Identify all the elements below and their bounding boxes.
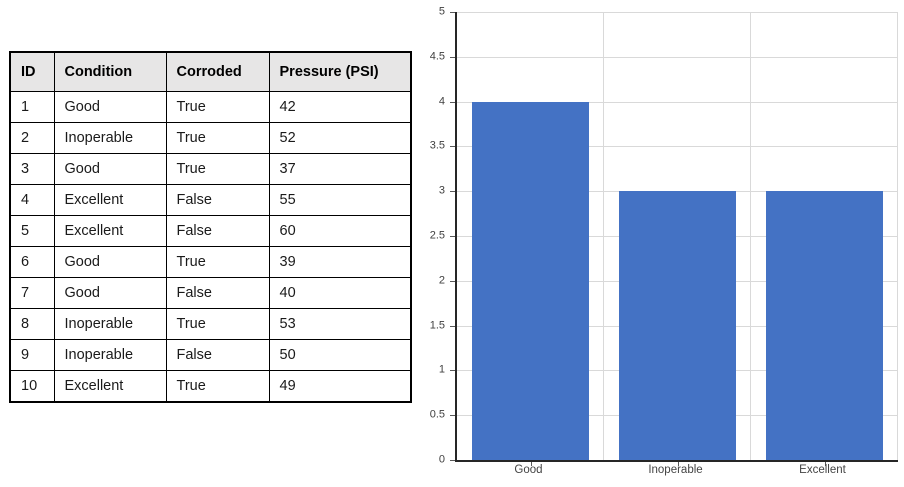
table-cell: False xyxy=(165,184,270,216)
table-cell: 37 xyxy=(268,153,412,185)
table-cell: True xyxy=(165,308,270,340)
table-row: 10 Excellent True 49 xyxy=(9,370,412,403)
table-cell: True xyxy=(165,91,270,123)
table-cell: True xyxy=(165,153,270,185)
table-cell: Inoperable xyxy=(53,308,167,340)
column-header: Pressure (PSI) xyxy=(268,51,412,92)
y-axis-label: 2 xyxy=(438,274,445,287)
table-cell: Inoperable xyxy=(53,339,167,371)
table-cell: 10 xyxy=(9,370,55,403)
table-cell: 49 xyxy=(268,370,412,403)
v-gridline xyxy=(750,12,751,460)
table-cell: False xyxy=(165,215,270,247)
x-tick xyxy=(824,462,826,466)
column-header: ID xyxy=(9,51,55,92)
y-axis-label: 3 xyxy=(438,184,445,197)
table-row: 3 Good True 37 xyxy=(9,153,412,185)
table-cell: 60 xyxy=(268,215,412,247)
bar-chart: 0 0.5 1 1.5 2 2.5 3 3.5 4 4.5 5 Good Inoperable Exce… xyxy=(421,0,904,487)
table-row: 6 Good True 39 xyxy=(9,246,412,278)
data-table: ID Condition Corroded Pressure (PSI) 1 Good T… xyxy=(9,51,412,403)
y-tick xyxy=(450,325,455,327)
table-row: 8 Inoperable True 53 xyxy=(9,308,412,340)
table-cell: 53 xyxy=(268,308,412,340)
y-tick xyxy=(450,460,455,461)
table-cell: 52 xyxy=(268,122,412,154)
table-cell: 39 xyxy=(268,246,412,278)
table-cell: 42 xyxy=(268,91,412,123)
table-cell: Excellent xyxy=(53,370,167,403)
x-axis-label: Good xyxy=(514,464,543,476)
y-axis-label: 1.5 xyxy=(429,319,445,332)
table-cell: Good xyxy=(53,246,167,278)
table-cell: 8 xyxy=(9,308,55,340)
y-tick xyxy=(450,101,455,103)
table-row: 2 Inoperable True 52 xyxy=(9,122,412,154)
table-cell: 1 xyxy=(9,91,55,123)
x-tick xyxy=(530,462,532,466)
table-cell: 2 xyxy=(9,122,55,154)
table-cell: Good xyxy=(53,153,167,185)
table-cell: Good xyxy=(53,277,167,309)
y-tick xyxy=(450,12,455,13)
table-cell: True xyxy=(165,246,270,278)
y-tick xyxy=(450,370,455,372)
y-axis-label: 0.5 xyxy=(429,408,445,421)
x-axis-label: Excellent xyxy=(799,464,846,476)
table-cell: False xyxy=(165,339,270,371)
column-header: Corroded xyxy=(165,51,270,92)
h-gridline xyxy=(457,101,898,103)
table-cell: 7 xyxy=(9,277,55,309)
y-tick xyxy=(450,191,455,193)
table-row: 7 Good False 40 xyxy=(9,277,412,309)
table-row: 4 Excellent False 55 xyxy=(9,184,412,216)
y-tick xyxy=(450,56,455,58)
table-cell: Excellent xyxy=(53,184,167,216)
table-cell: Excellent xyxy=(53,215,167,247)
v-gridline xyxy=(897,12,898,460)
x-axis-label: Inoperable xyxy=(648,464,703,476)
bar xyxy=(618,191,737,460)
y-axis-label: 5 xyxy=(438,5,445,18)
table-cell: Inoperable xyxy=(53,122,167,154)
y-tick xyxy=(450,415,455,417)
table-cell: True xyxy=(165,370,270,403)
h-gridline xyxy=(457,56,898,58)
v-gridline xyxy=(603,12,604,460)
x-tick xyxy=(677,462,679,466)
chart-plot-area xyxy=(450,12,898,466)
y-tick xyxy=(450,280,455,282)
table-cell: Good xyxy=(53,91,167,123)
table-header-row: ID Condition Corroded Pressure (PSI) xyxy=(9,51,412,92)
y-axis-label: 3.5 xyxy=(429,139,445,152)
table-cell: 6 xyxy=(9,246,55,278)
table-row: 9 Inoperable False 50 xyxy=(9,339,412,371)
table-cell: 9 xyxy=(9,339,55,371)
h-gridline xyxy=(457,146,898,148)
h-gridline xyxy=(457,12,898,13)
table-cell: 55 xyxy=(268,184,412,216)
y-axis-label: 4.5 xyxy=(429,50,445,63)
table-cell: 4 xyxy=(9,184,55,216)
table-cell: 5 xyxy=(9,215,55,247)
table-row: 1 Good True 42 xyxy=(9,91,412,123)
y-axis-label: 0 xyxy=(438,453,445,466)
table-cell: 40 xyxy=(268,277,412,309)
y-tick xyxy=(450,146,455,148)
column-header: Condition xyxy=(53,51,167,92)
y-axis-label: 1 xyxy=(438,363,445,376)
bar xyxy=(471,101,590,460)
y-axis-label: 2.5 xyxy=(429,229,445,242)
table-cell: True xyxy=(165,122,270,154)
y-axis-label: 4 xyxy=(438,95,445,108)
table-cell: False xyxy=(165,277,270,309)
table-row: 5 Excellent False 60 xyxy=(9,215,412,247)
table-body: 1 Good True 42 2 Inoperable True 52 3 Good True 37 4… xyxy=(9,91,412,403)
bar xyxy=(765,191,884,460)
table-cell: 50 xyxy=(268,339,412,371)
table-cell: 3 xyxy=(9,153,55,185)
y-tick xyxy=(450,236,455,237)
